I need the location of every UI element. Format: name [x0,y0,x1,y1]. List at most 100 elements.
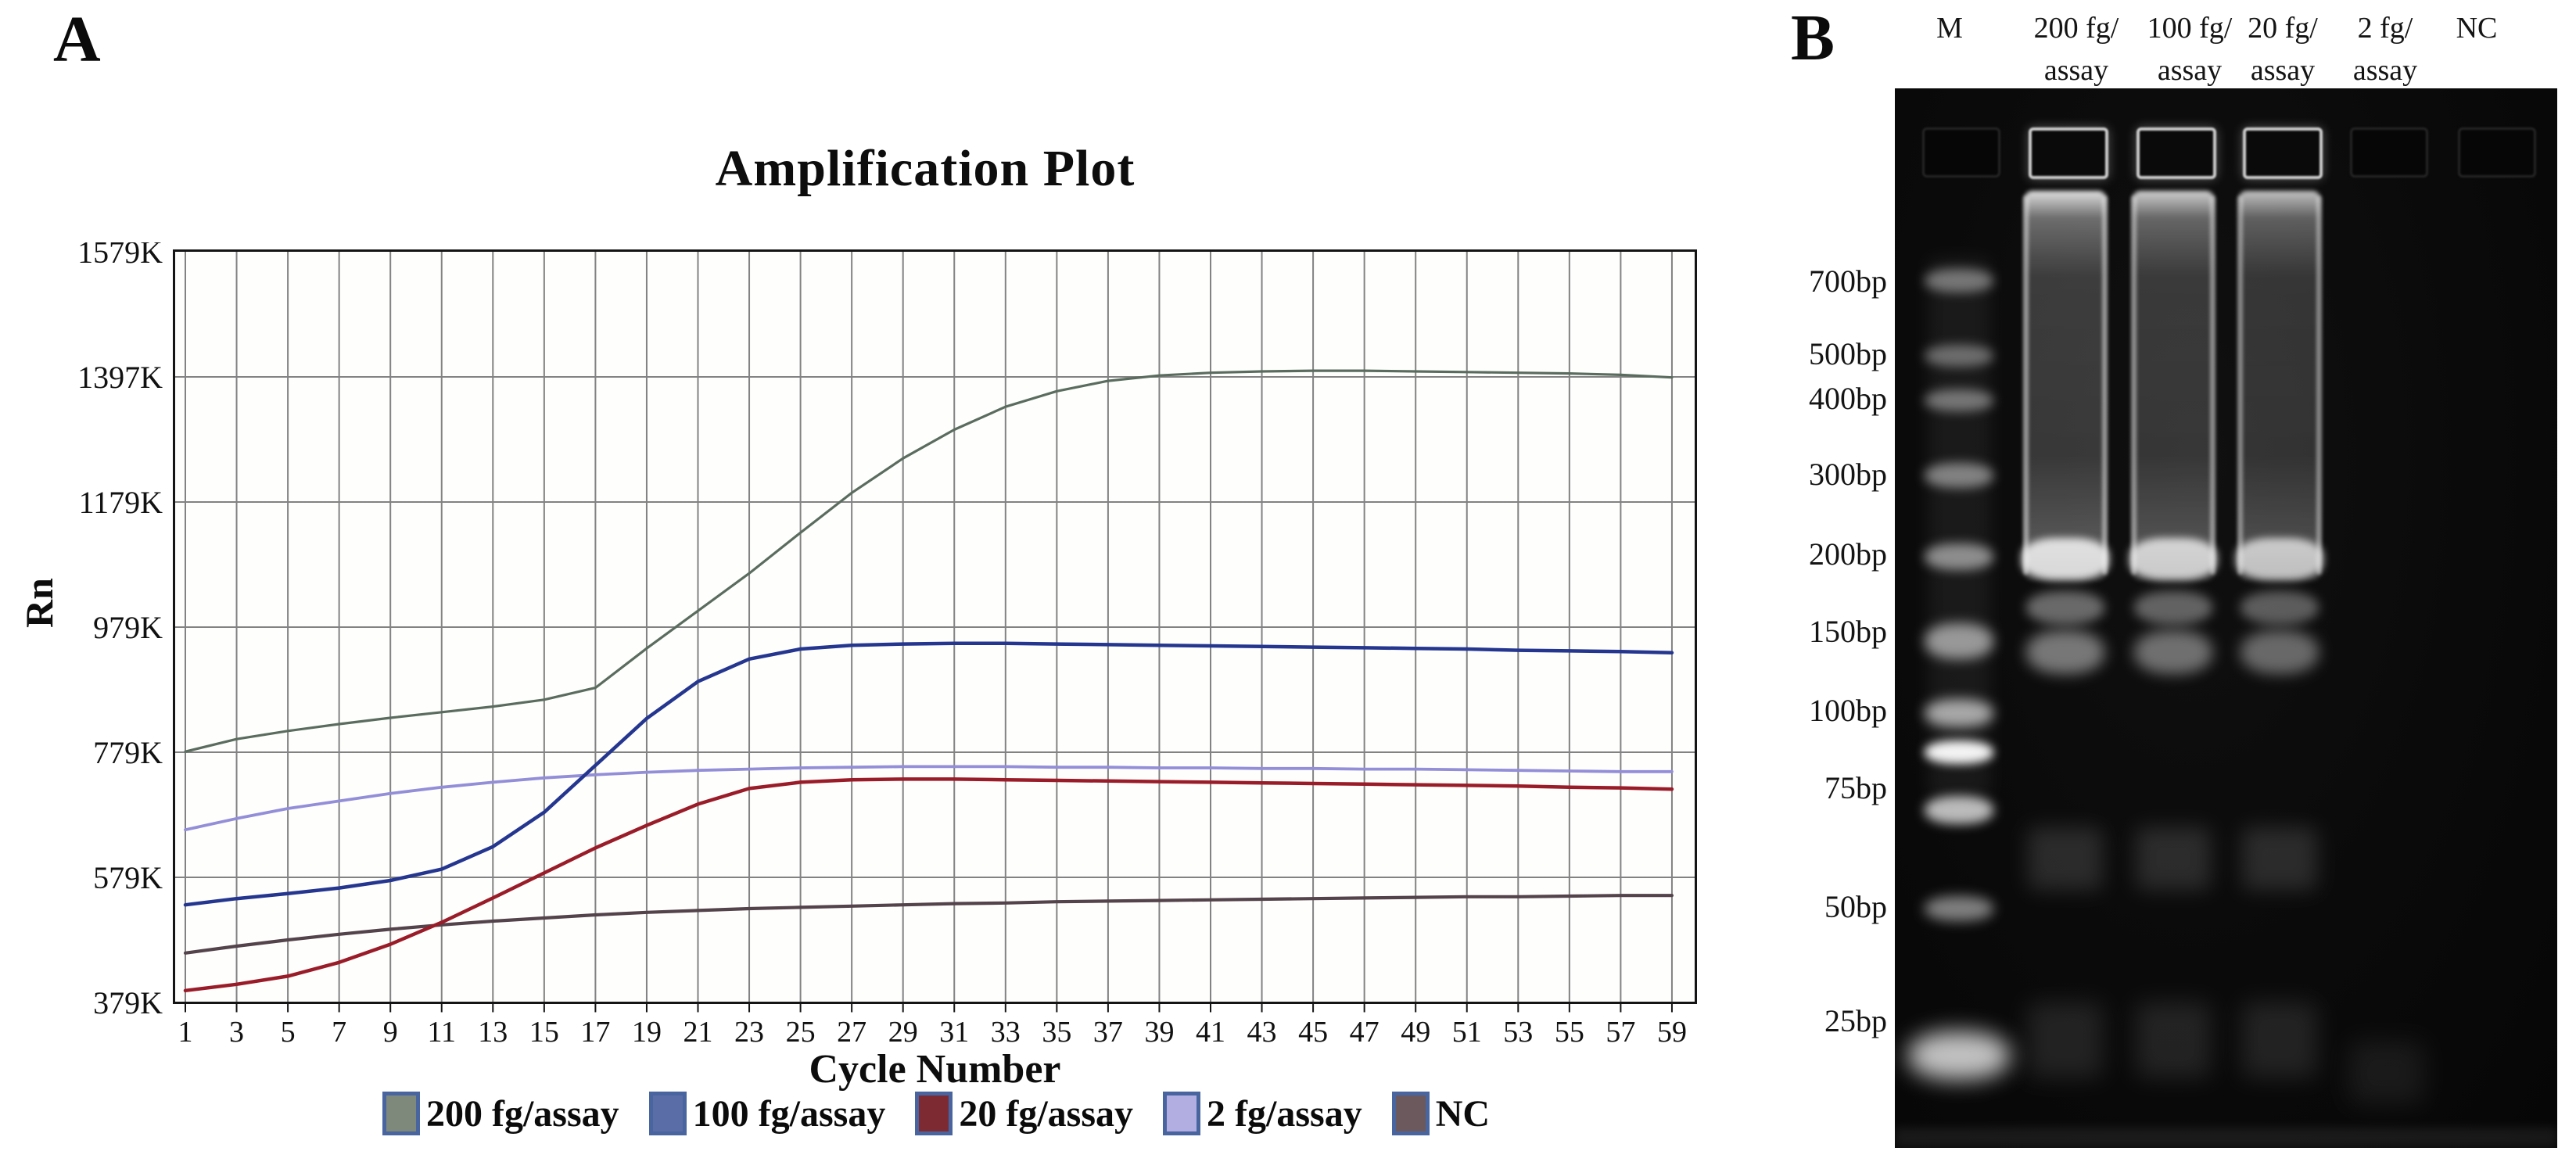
lane-smear-left-rim [2237,195,2243,575]
legend-item: 2 fg/assay [1163,1092,1362,1135]
lane-faint-band-bottom [2136,1002,2211,1078]
chart-legend: 200 fg/assay 100 fg/assay 20 fg/assay 2 fg/… [150,1092,1722,1135]
gel-lane-label-line1: M [1936,12,1963,45]
legend-item: 200 fg/assay [382,1092,619,1135]
marker-band [1925,543,1993,570]
series-line-20-fg-assay [183,777,1674,993]
x-tick-label: 49 [1401,1016,1430,1049]
gel-lane-label-line1: NC [2456,12,2498,45]
x-tick-label: 5 [281,1016,296,1049]
x-tick-label: 37 [1093,1016,1123,1049]
lane-band-200bp [2022,538,2109,580]
lane-band-150bp-a [2134,591,2212,624]
x-tick-label: 3 [229,1016,244,1049]
lane-smear-right-rim [2102,195,2108,575]
y-tick-label: 979K [93,610,163,645]
legend-label: 20 fg/assay [959,1092,1134,1135]
marker-band [1925,269,1993,292]
marker-band [1925,623,1993,659]
legend-swatch-icon [382,1092,420,1135]
lane-band-150bp-a [2241,591,2319,624]
legend-swatch-icon [1391,1092,1430,1135]
lane-smear-column [2239,191,2320,580]
y-tick-label: 779K [93,735,163,770]
x-tick-label: 41 [1196,1016,1225,1049]
ladder-label: 75bp [1824,770,1887,805]
series-line-100-fg-assay [183,641,1674,907]
x-tick-label: 17 [580,1016,610,1049]
ladder-label: 400bp [1809,381,1887,416]
ladder-label: 500bp [1809,336,1887,371]
gel-lane-label: 20 fg/assay [2193,11,2373,88]
y-tick-label: 579K [93,860,163,895]
marker-band [1925,896,1993,921]
legend-item: 100 fg/assay [648,1092,886,1135]
x-tick-label: 15 [529,1016,559,1049]
lane-faint-band-mid [2136,827,2211,890]
y-tick-label: 1179K [79,485,163,520]
gel-lane-label-line1: 20 fg/ [2248,12,2318,45]
chart-title: Amplification Plot [715,140,1136,197]
gel-lane-label-line2: assay [2043,54,2109,87]
marker-band [1925,463,1993,488]
lane-band-200bp [2236,538,2323,580]
lane-faint-band-mid [2028,827,2103,890]
gel-lane-label-line1: 200 fg/ [2033,12,2119,45]
panel-a-label: A [53,3,101,76]
plot-frame [173,249,1697,1004]
x-tick-label: 19 [632,1016,662,1049]
x-tick-label: 9 [383,1016,398,1049]
ladder-label: 700bp [1809,264,1887,299]
legend-label: 100 fg/assay [692,1092,886,1135]
gel-well [2458,127,2536,178]
series-line-2-fg-assay [184,765,1674,832]
ladder-label: 200bp [1809,536,1887,572]
marker-band [1925,345,1993,367]
ladder-label: 100bp [1809,693,1887,728]
x-tick-label: 33 [991,1016,1021,1049]
lane-band-150bp-a [2026,591,2104,624]
series-line-200-fg-assay [184,369,1674,753]
x-tick-label: 51 [1452,1016,1482,1049]
lane-band-150bp-b [2241,630,2319,674]
ladder-label: 150bp [1809,614,1887,649]
gel-lane-label: M [1860,11,2040,45]
lane-smear-right-rim [2210,195,2215,575]
x-tick-label: 59 [1657,1016,1687,1049]
gel-lane-label: 2 fg/assay [2295,11,2475,88]
gel-bottom-edge [1895,1128,2557,1148]
gel-lane-label-line2: assay [2352,54,2418,87]
lane-band-150bp-b [2026,630,2104,674]
lane-faint-band-bottom [2028,1002,2103,1078]
legend-label: NC [1435,1092,1491,1135]
lane-smear-left-rim [2131,195,2137,575]
x-tick-label: 23 [734,1016,764,1049]
x-tick-label: 53 [1503,1016,1533,1049]
x-tick-label: 35 [1042,1016,1071,1049]
legend-swatch-icon [648,1092,687,1135]
gel-lane-label-line2: assay [2250,54,2316,87]
marker-band [1925,740,1993,764]
gel-well [2350,127,2428,178]
gel-lane-label-line1: 2 fg/ [2357,12,2413,45]
gel-lane-label: 100 fg/assay [2100,11,2280,88]
lane-smear-right-rim [2316,195,2322,575]
lane-faint-band-bottom [2242,1002,2317,1078]
ladder-label: 25bp [1824,1003,1887,1038]
x-axis-title: Cycle Number [809,1047,1061,1092]
x-tick-label: 39 [1144,1016,1174,1049]
ladder-label: 50bp [1824,889,1887,924]
x-tick-label: 31 [939,1016,969,1049]
gel-lane-label: NC [2387,11,2567,45]
gel-lane-label: 200 fg/assay [1986,11,2166,88]
gel-image [1895,88,2557,1148]
y-tick-label: 1397K [77,360,163,395]
gel-lane-label-line1: 100 fg/ [2147,12,2233,45]
marker-band [1908,1031,2010,1080]
x-tick-label: 43 [1247,1016,1277,1049]
lane-faint-band-2fg [2349,1042,2424,1104]
legend-label: 200 fg/assay [425,1092,619,1135]
marker-band [1925,699,1993,727]
marker-band [1925,796,1993,824]
